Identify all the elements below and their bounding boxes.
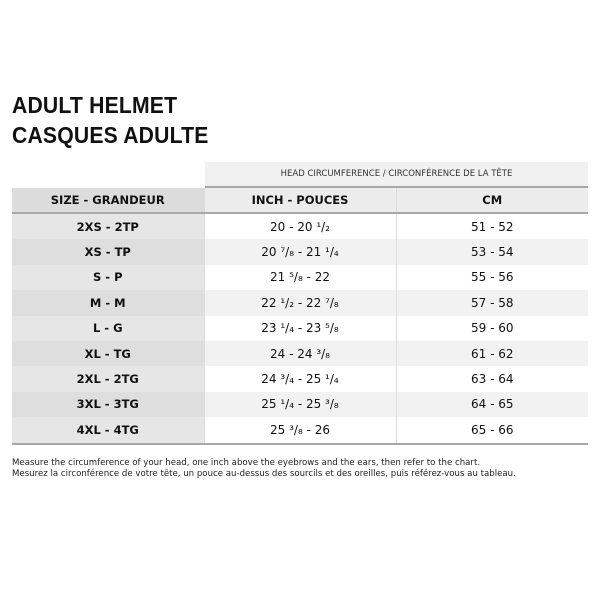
size-cell: 2XL - 2TG xyxy=(12,366,204,392)
table-row: L - G 23 ¹/₄ - 23 ⁵/₈ 59 - 60 xyxy=(12,315,588,341)
header-inch: INCH - POUCES xyxy=(203,188,396,214)
table-row: 3XL - 3TG 25 ¹/₄ - 25 ³/₈ 64 - 65 xyxy=(12,391,588,418)
inch-cell: 20 ⁷/₈ - 21 ¹/₄ xyxy=(203,239,396,265)
table-row: XL - TG 24 - 24 ³/₈ 61 - 62 xyxy=(12,340,588,367)
inch-cell: 20 - 20 ¹/₂ xyxy=(203,213,396,240)
title-english: ADULT HELMET xyxy=(12,92,178,118)
table-row: M - M 22 ¹/₂ - 22 ⁷/₈ 57 - 58 xyxy=(12,290,588,316)
size-cell: M - M xyxy=(12,290,204,316)
cm-cell: 57 - 58 xyxy=(395,290,588,316)
table-row: 2XS - 2TP 20 - 20 ¹/₂ 51 - 52 xyxy=(12,213,588,240)
size-cell: S - P xyxy=(12,264,204,291)
head-circumference-header: HEAD CIRCUMFERENCE / CIRCONFÉRENCE DE LA… xyxy=(205,162,588,188)
size-cell: 4XL - 4TG xyxy=(12,417,204,445)
note-english: Measure the circumference of your head, … xyxy=(12,458,481,468)
header-cm: CM xyxy=(395,188,588,214)
size-cell: 2XS - 2TP xyxy=(12,213,204,240)
size-cell: XS - TP xyxy=(12,239,204,265)
size-cell: L - G xyxy=(12,315,204,341)
cm-cell: 51 - 52 xyxy=(395,213,588,240)
size-cell: 3XL - 3TG xyxy=(12,391,204,418)
table-row: 2XL - 2TG 24 ³/₄ - 25 ¹/₄ 63 - 64 xyxy=(12,366,588,392)
size-cell: XL - TG xyxy=(12,340,204,367)
cm-cell: 63 - 64 xyxy=(395,366,588,392)
cm-cell: 64 - 65 xyxy=(395,391,588,418)
cm-cell: 61 - 62 xyxy=(395,340,588,367)
inch-cell: 23 ¹/₄ - 23 ⁵/₈ xyxy=(203,315,396,341)
cm-cell: 53 - 54 xyxy=(395,239,588,265)
header-size: SIZE - GRANDEUR xyxy=(12,188,204,214)
inch-cell: 25 ³/₈ - 26 xyxy=(203,417,396,445)
cm-cell: 59 - 60 xyxy=(395,315,588,341)
table-row: S - P 21 ⁵/₈ - 22 55 - 56 xyxy=(12,264,588,291)
inch-cell: 21 ⁵/₈ - 22 xyxy=(203,264,396,291)
measurement-note: Measure the circumference of your head, … xyxy=(12,458,516,480)
cm-cell: 65 - 66 xyxy=(395,417,588,445)
table-row: 4XL - 4TG 25 ³/₈ - 26 65 - 66 xyxy=(12,417,588,445)
inch-cell: 22 ¹/₂ - 22 ⁷/₈ xyxy=(203,290,396,316)
inch-cell: 24 - 24 ³/₈ xyxy=(203,340,396,367)
table-row: XS - TP 20 ⁷/₈ - 21 ¹/₄ 53 - 54 xyxy=(12,239,588,265)
inch-cell: 24 ³/₄ - 25 ¹/₄ xyxy=(203,366,396,392)
note-french: Mesurez la circonférence de votre tête, … xyxy=(12,469,516,479)
size-chart-table: SIZE - GRANDEUR INCH - POUCES CM 2XS - 2… xyxy=(12,188,588,445)
inch-cell: 25 ¹/₄ - 25 ³/₈ xyxy=(203,391,396,418)
cm-cell: 55 - 56 xyxy=(395,264,588,291)
title-french: CASQUES ADULTE xyxy=(12,122,209,148)
